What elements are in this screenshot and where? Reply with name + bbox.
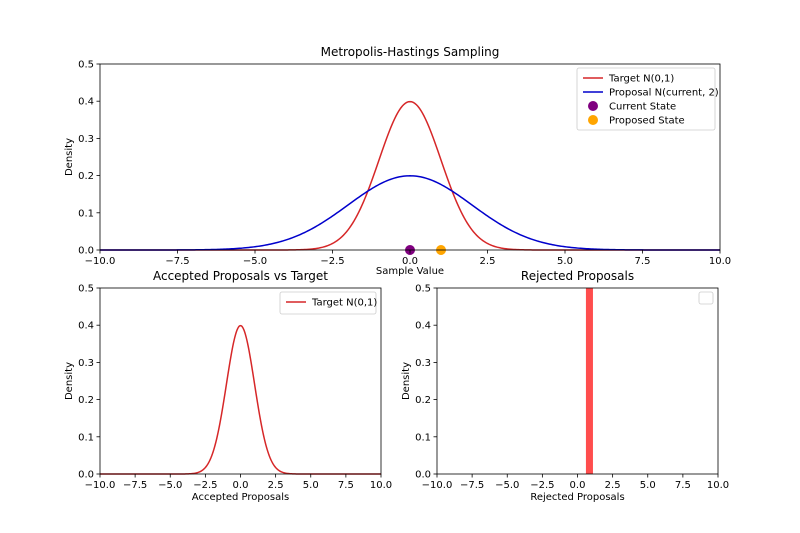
x-tick-label: 5.0 [303, 480, 319, 491]
legend-box [279, 291, 377, 315]
x-axis-label: Accepted Proposals [192, 492, 289, 503]
legend-label: Current State [609, 102, 676, 113]
y-tick-label: 0.2 [415, 395, 431, 406]
y-axis-label: Density [401, 362, 412, 400]
chart-title: Metropolis-Hastings Sampling [321, 45, 500, 59]
x-tick-label: −5.0 [158, 480, 182, 491]
legend-box [698, 291, 714, 305]
x-tick-label: 10.0 [370, 480, 392, 491]
y-axis-label: Density [64, 138, 75, 176]
x-tick-label: 0.0 [233, 480, 249, 491]
y-tick-label: 0.3 [78, 358, 94, 369]
legend-label: Target N(0,1) [311, 298, 377, 309]
series-line-1 [100, 324, 381, 475]
legend-label: Proposed State [609, 116, 685, 127]
x-tick-label: 10.0 [709, 256, 731, 267]
y-tick-label: 0.0 [415, 470, 431, 481]
x-tick-label: −10.0 [85, 480, 116, 491]
legend-swatch [588, 101, 598, 111]
x-tick-label: 2.5 [480, 256, 496, 267]
x-tick-label: −2.5 [193, 480, 217, 491]
x-tick-label: 7.5 [338, 480, 354, 491]
legend [698, 291, 714, 305]
x-axis-label: Rejected Proposals [530, 492, 624, 503]
x-tick-label: 0.0 [402, 256, 418, 267]
x-tick-label: 5.0 [557, 256, 573, 267]
chart-title: Rejected Proposals [521, 269, 634, 283]
legend-label: Proposal N(current, 2) [609, 88, 719, 99]
x-tick-label: 2.5 [268, 480, 284, 491]
y-tick-label: 0.3 [415, 358, 431, 369]
x-tick-label: −5.0 [495, 480, 519, 491]
y-tick-label: 0.3 [78, 134, 94, 145]
y-tick-label: 0.4 [78, 321, 94, 332]
y-tick-label: 0.4 [415, 321, 431, 332]
y-axis-label: Density [64, 362, 75, 400]
x-tick-label: −7.5 [460, 480, 484, 491]
x-tick-label: −10.0 [422, 480, 453, 491]
x-tick-label: 7.5 [675, 480, 691, 491]
axes-frame [436, 287, 719, 475]
y-tick-label: 0.2 [78, 171, 94, 182]
y-tick-label: 0.5 [415, 284, 431, 295]
x-tick-label: 0.0 [570, 480, 586, 491]
x-tick-label: −7.5 [123, 480, 147, 491]
x-axis-label: Sample Value [376, 266, 444, 277]
y-tick-label: 0.0 [78, 246, 94, 257]
y-tick-label: 0.0 [78, 470, 94, 481]
y-tick-label: 0.5 [78, 60, 94, 71]
chart-title: Accepted Proposals vs Target [153, 269, 328, 283]
x-tick-label: 7.5 [635, 256, 651, 267]
chart-3: Rejected Proposals −10.0 −7.5 −5.0 −2.5 0.0 2.… [401, 269, 729, 503]
y-tick-label: 0.2 [78, 395, 94, 406]
bar-1 [585, 288, 593, 474]
x-tick-label: −2.5 [530, 480, 554, 491]
chart-2: Accepted Proposals vs Target −10.0 −7.5 −5.… [64, 269, 392, 503]
x-tick-label: −5.0 [243, 256, 267, 267]
x-tick-label: 2.5 [605, 480, 621, 491]
axes-frame [99, 287, 382, 475]
y-tick-label: 0.1 [78, 432, 94, 443]
x-tick-label: 5.0 [640, 480, 656, 491]
series-line-2 [100, 175, 720, 251]
legend-swatch [588, 115, 598, 125]
legend: Target N(0,1) [279, 291, 377, 315]
y-tick-label: 0.1 [78, 208, 94, 219]
y-tick-label: 0.4 [78, 97, 94, 108]
x-tick-label: −7.5 [165, 256, 189, 267]
chart-1: Metropolis-Hastings Sampling −10.0 −7.5 −5.… [64, 45, 731, 277]
legend-label: Target N(0,1) [608, 74, 674, 85]
y-tick-label: 0.1 [415, 432, 431, 443]
x-tick-label: 10.0 [707, 480, 729, 491]
legend-box [576, 67, 716, 131]
legend: Target N(0,1) Proposal N(current, 2) Curre… [576, 67, 719, 131]
y-tick-label: 0.5 [78, 284, 94, 295]
x-tick-label: −10.0 [85, 256, 116, 267]
x-tick-label: −2.5 [320, 256, 344, 267]
